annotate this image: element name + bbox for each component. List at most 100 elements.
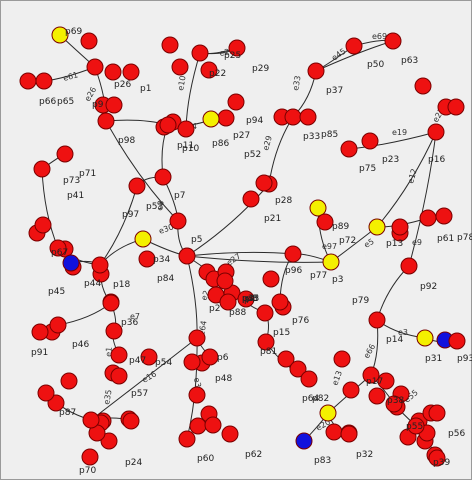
- node-label: p60: [197, 454, 214, 464]
- node-label: p46: [72, 340, 89, 350]
- graph-node: [105, 96, 123, 114]
- graph-node-p41: [33, 160, 51, 178]
- node-label: p84: [157, 274, 174, 284]
- node-label: p44: [84, 279, 101, 289]
- graph-node-p75: [340, 140, 358, 158]
- node-label: p15: [273, 328, 290, 338]
- graph-node: [80, 32, 98, 50]
- node-label: p4: [244, 295, 256, 305]
- graph-node: [333, 350, 351, 368]
- node-label: p45: [48, 287, 65, 297]
- edge-line: [376, 265, 410, 321]
- graph-node-p14: [416, 329, 434, 347]
- node-label: p61: [437, 234, 454, 244]
- node-label: p8: [246, 294, 258, 304]
- node-label: p65: [57, 97, 74, 107]
- graph-node-p81: [257, 333, 275, 351]
- graph-node-p61: [419, 209, 437, 227]
- edge-line: [185, 52, 201, 130]
- graph-node: [447, 98, 465, 116]
- node-label: p7: [174, 191, 185, 201]
- graph-node-p78: [435, 207, 453, 225]
- node-label: p23: [382, 155, 399, 165]
- graph-node-p62: [221, 425, 239, 443]
- graph-node-p17: [362, 366, 380, 384]
- node-label: p73: [63, 176, 80, 186]
- graph-node: [81, 448, 99, 466]
- edge-line: [90, 337, 198, 421]
- edge-label: e5: [363, 237, 376, 250]
- graph-node-p98: [97, 112, 115, 130]
- graph-node-p54: [140, 348, 158, 366]
- node-label: p62: [245, 450, 262, 460]
- graph-node-p16: [427, 123, 445, 141]
- node-label: p17: [366, 377, 383, 387]
- graph-node-p53: [154, 168, 172, 186]
- node-label: p2: [209, 304, 220, 314]
- graph-node: [391, 218, 409, 236]
- graph-node-p22: [191, 44, 209, 62]
- graph-node: [34, 216, 52, 234]
- edge-label: e29: [261, 135, 274, 152]
- node-label: p27: [233, 131, 250, 141]
- node-label: p38: [387, 396, 404, 406]
- edge-label: e8: [155, 200, 166, 211]
- graph-node-p72: [316, 213, 334, 231]
- node-label: p9: [92, 100, 104, 110]
- node-label: p83: [314, 456, 331, 466]
- node-label: p85: [321, 130, 338, 140]
- node-label: p67: [51, 248, 68, 258]
- graph-node-p29: [228, 39, 246, 57]
- graph-node: [100, 432, 118, 450]
- node-label: p92: [420, 282, 437, 292]
- graph-node-p24: [122, 412, 140, 430]
- graph-node-p23: [361, 132, 379, 150]
- graph-node-p11: [159, 116, 177, 134]
- node-label: p78: [457, 233, 472, 243]
- graph-node-p64: [300, 370, 318, 388]
- graph-node-p84: [138, 250, 156, 268]
- node-label: p77: [310, 271, 327, 281]
- edge-label: e61: [62, 70, 79, 83]
- graph-node-p37: [307, 62, 325, 80]
- graph-node-p85: [299, 108, 317, 126]
- graph-node-p82: [319, 404, 337, 422]
- edge-label: e3: [398, 328, 408, 337]
- graph-node-p87: [37, 384, 55, 402]
- edge-label: e69: [372, 32, 387, 41]
- graph-node-p50: [345, 37, 363, 55]
- graph-node-p32: [340, 425, 358, 443]
- node-label: p48: [215, 374, 232, 384]
- graph-node: [60, 372, 78, 390]
- edge-label: e64: [197, 320, 208, 336]
- edge-line: [186, 255, 198, 339]
- node-label: p57: [131, 389, 148, 399]
- graph-node: [262, 270, 280, 288]
- graph-node: [188, 386, 206, 404]
- node-label: p86: [212, 139, 229, 149]
- graph-node-p1: [86, 58, 104, 76]
- edge-label: e1: [104, 346, 114, 357]
- node-label: p56: [448, 429, 465, 439]
- graph-node-p69: [51, 26, 69, 44]
- node-label: p89: [332, 222, 349, 232]
- graph-node-p15: [256, 304, 274, 322]
- node-label: p22: [209, 69, 226, 79]
- edge-label: e97: [322, 242, 337, 251]
- graph-node: [171, 58, 189, 76]
- node-label: p50: [367, 60, 384, 70]
- edge-label: e2: [199, 289, 211, 301]
- graph-node-p7: [169, 212, 187, 230]
- edge-line: [186, 255, 332, 263]
- node-label: p93: [457, 354, 472, 364]
- node-label: p47: [129, 356, 146, 366]
- node-label: p41: [67, 191, 84, 201]
- graph-node: [237, 290, 255, 308]
- graph-node: [104, 63, 122, 81]
- node-label: p21: [264, 214, 281, 224]
- graph-node-p71: [56, 145, 74, 163]
- graph-node-p77: [322, 253, 340, 271]
- node-label: p94: [246, 116, 263, 126]
- graph-node: [122, 63, 140, 81]
